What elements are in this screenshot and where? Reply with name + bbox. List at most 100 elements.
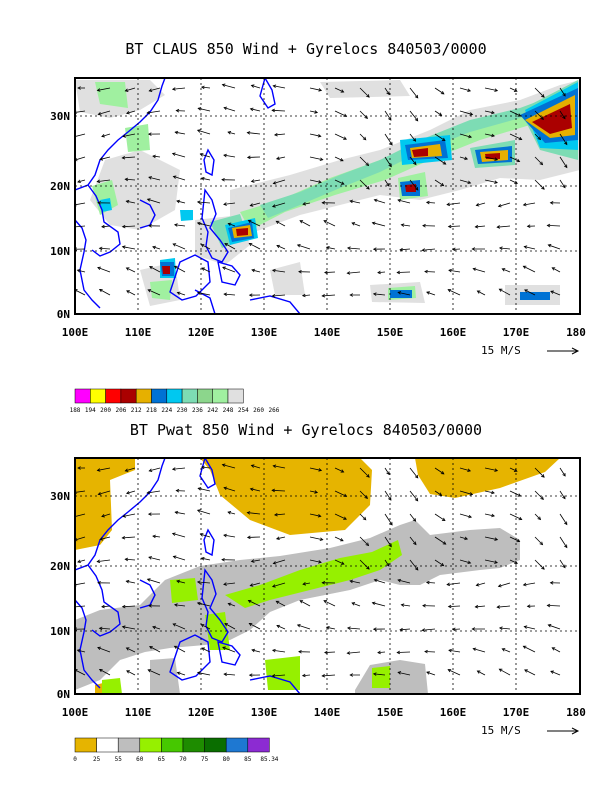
- wind-vector-head: [97, 111, 102, 116]
- bottom-y-tick-label: 10N: [50, 625, 70, 638]
- wind-vector-head: [296, 244, 301, 248]
- wind-vector-head: [421, 248, 426, 252]
- wind-vector: [326, 626, 336, 630]
- wind-vector-head: [373, 578, 378, 583]
- wind-vector-head: [340, 469, 345, 473]
- wind-vector: [99, 288, 111, 296]
- wind-vector-head: [200, 556, 205, 561]
- wind-vector-head: [200, 244, 205, 248]
- wind-vector-head: [397, 198, 402, 203]
- wind-vector: [197, 509, 211, 515]
- wind-vector-head: [516, 158, 521, 163]
- top-x-tick-label: 100E: [62, 326, 89, 339]
- wind-vector-head: [196, 671, 201, 675]
- wind-vector-head: [272, 84, 277, 88]
- wind-vector: [198, 107, 211, 112]
- wind-vector-head: [539, 541, 544, 546]
- wind-vector: [172, 153, 186, 158]
- colorbar-label: 242: [207, 407, 218, 414]
- wind-vector: [174, 265, 186, 273]
- wind-vector: [149, 87, 161, 92]
- top-x-tick-label: 110E: [125, 326, 152, 339]
- wind-vector-head: [372, 627, 377, 631]
- wind-vector-head: [197, 487, 202, 491]
- wind-vector: [350, 580, 361, 584]
- wind-vector: [372, 222, 386, 227]
- wind-vector-head: [222, 646, 226, 650]
- wind-vector: [398, 671, 411, 676]
- wind-vector-head: [121, 155, 126, 160]
- wind-vector: [509, 490, 521, 497]
- colorbar-swatch: [197, 388, 213, 404]
- wind-vector-head: [249, 487, 254, 492]
- wind-vector-head: [121, 224, 126, 229]
- wind-vector-head: [551, 647, 556, 651]
- wind-vector-head: [562, 472, 566, 477]
- wind-vector: [459, 513, 472, 518]
- wind-vector-head: [364, 495, 368, 499]
- wind-vector: [251, 179, 261, 182]
- wind-vector-head: [497, 583, 502, 588]
- wind-vector-head: [176, 291, 181, 295]
- wind-vector-head: [476, 670, 481, 674]
- wind-vector: [75, 669, 86, 676]
- wind-vector-head: [200, 465, 205, 470]
- wind-vector: [99, 627, 111, 630]
- wind-vector: [374, 579, 386, 584]
- wind-vector-head: [325, 246, 330, 250]
- wind-vector-head: [321, 293, 326, 298]
- wind-vector-head: [222, 266, 226, 270]
- wind-vector-head: [124, 557, 129, 562]
- wind-vector-head: [413, 161, 417, 166]
- wind-vector: [302, 674, 311, 677]
- wind-vector: [459, 536, 468, 540]
- wind-vector-head: [221, 83, 226, 88]
- colorbar-label: 218: [146, 407, 157, 414]
- wind-vector-head: [173, 603, 178, 607]
- wind-vector: [448, 289, 461, 296]
- wind-vector: [273, 465, 286, 469]
- wind-vector-head: [152, 245, 156, 250]
- top-map-frame: [74, 77, 581, 315]
- wind-vector-head: [273, 132, 278, 137]
- wind-vector-head: [96, 179, 101, 184]
- wind-vector: [509, 87, 518, 92]
- wind-vector-head: [517, 113, 522, 117]
- wind-vector: [534, 179, 545, 190]
- wind-vector: [126, 110, 136, 114]
- wind-vector: [224, 673, 236, 676]
- wind-vector: [422, 248, 436, 251]
- wind-vector-head: [96, 88, 101, 92]
- wind-vector: [334, 179, 345, 185]
- wind-vector-head: [152, 154, 156, 159]
- wind-vector: [297, 624, 311, 630]
- wind-vector-head: [302, 582, 307, 586]
- wind-vector-head: [98, 288, 103, 293]
- wind-vector-head: [468, 134, 473, 139]
- top-wind-vectors: [75, 83, 568, 298]
- wind-vector: [276, 625, 286, 630]
- wind-vector-head: [323, 220, 328, 224]
- wind-vector: [122, 133, 136, 137]
- wind-vector: [173, 176, 186, 181]
- colorbar-label: 75: [201, 756, 209, 763]
- wind-vector: [426, 671, 436, 676]
- wind-vector: [126, 200, 136, 204]
- wind-vector: [552, 647, 561, 653]
- wind-vector: [459, 559, 471, 564]
- wind-vector-head: [440, 91, 445, 95]
- wind-vector: [248, 220, 261, 227]
- wind-vector-head: [386, 183, 390, 187]
- wind-vector: [174, 645, 186, 653]
- wind-vector: [347, 247, 361, 250]
- wind-vector-head: [476, 290, 481, 294]
- bottom-x-tick-label: 110E: [125, 706, 152, 719]
- wind-vector: [77, 649, 86, 653]
- wind-vector-head: [275, 156, 280, 161]
- wind-vector: [122, 246, 136, 250]
- wind-vector-head: [389, 141, 393, 146]
- wind-vector: [409, 536, 417, 545]
- wind-vector: [197, 672, 211, 676]
- wind-vector-head: [272, 464, 277, 468]
- wind-vector: [250, 108, 261, 112]
